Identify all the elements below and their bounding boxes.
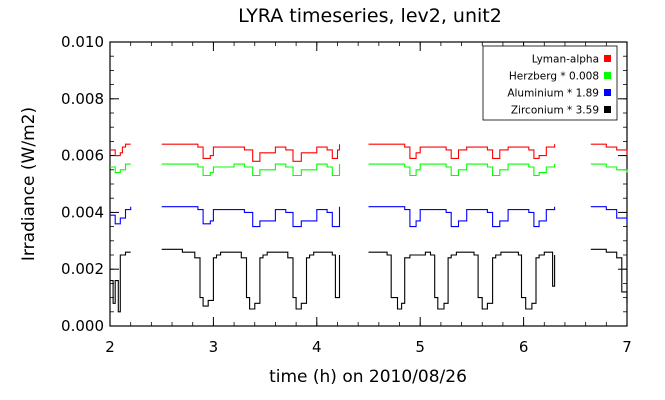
chart-title: LYRA timeseries, lev2, unit2	[238, 5, 502, 27]
x-tick-label: 2	[105, 338, 115, 356]
legend-label: Lyman-alpha	[532, 54, 599, 66]
legend-label: Herzberg * 0.008	[509, 71, 599, 83]
y-tick-label: 0.006	[61, 147, 104, 165]
series-line-zirconium	[110, 248, 628, 313]
legend-swatch	[604, 55, 611, 62]
x-axis-label: time (h) on 2010/08/26	[269, 367, 467, 387]
x-tick-label: 3	[209, 338, 219, 356]
y-tick-label: 0.010	[61, 33, 104, 51]
legend-swatch	[604, 72, 611, 79]
legend-swatch	[604, 89, 611, 96]
legend-label: Aluminium * 1.89	[507, 88, 599, 100]
y-tick-label: 0.008	[61, 90, 104, 108]
series-line-aluminium	[110, 206, 628, 228]
series-layer	[110, 143, 628, 313]
legend-swatch	[604, 106, 611, 113]
x-tick-label: 6	[519, 338, 529, 356]
legend-box	[482, 45, 618, 121]
y-tick-label: 0.000	[61, 317, 104, 335]
legend-label: Zirconium * 3.59	[511, 105, 599, 117]
series-line-herzberg	[110, 163, 628, 177]
series-line-lyman-alpha	[110, 143, 628, 162]
x-tick-label: 4	[312, 338, 322, 356]
y-tick-label: 0.004	[61, 203, 104, 221]
x-axis: 2 3 4 5 6 7	[105, 338, 632, 356]
legend: Lyman-alpha Herzberg * 0.008 Aluminium * 1…	[482, 45, 618, 121]
tick-marks	[109, 41, 628, 327]
x-tick-label: 5	[415, 338, 425, 356]
y-axis: 0.000 0.002 0.004 0.006 0.008 0.010	[61, 33, 104, 335]
y-axis-label: Irradiance (W/m2)	[19, 107, 39, 261]
y-tick-label: 0.002	[61, 260, 104, 278]
x-tick-label: 7	[622, 338, 632, 356]
